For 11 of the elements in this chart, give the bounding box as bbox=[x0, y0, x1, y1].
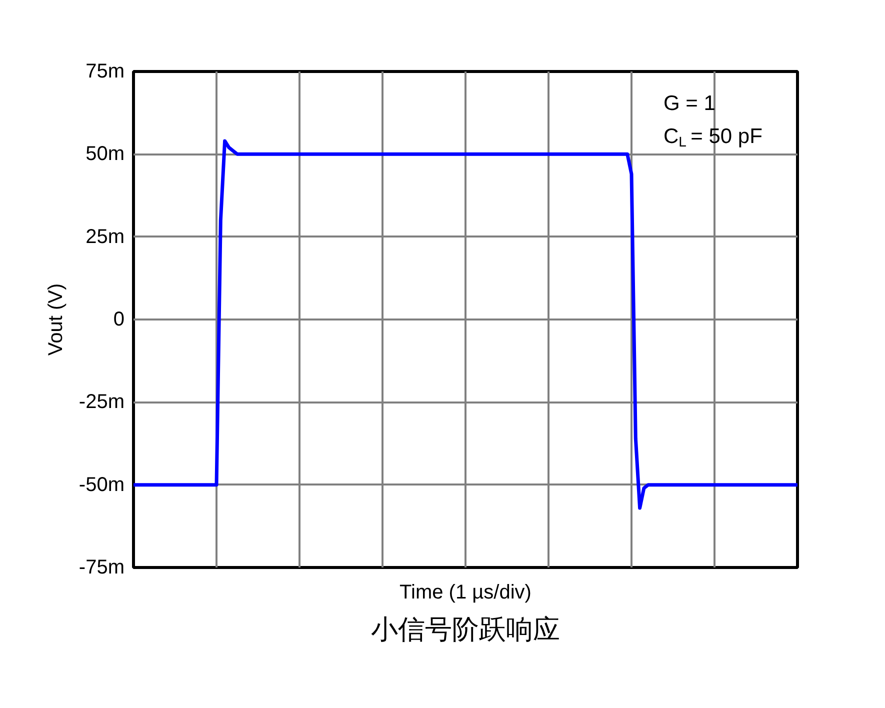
y-tick-label: -75m bbox=[78, 556, 125, 578]
y-tick-label: 25m bbox=[86, 226, 124, 248]
y-tick-label: -50m bbox=[78, 474, 125, 496]
y-axis-title: Vout (V) bbox=[44, 283, 67, 356]
annotation: G = 1 bbox=[664, 92, 716, 115]
y-tick-label: 50m bbox=[86, 143, 124, 166]
text: 小信号阶跃响应 bbox=[371, 614, 560, 644]
x-axis-title: Time (1 µs/div) bbox=[400, 582, 532, 604]
y-tick-label: -25m bbox=[78, 391, 125, 414]
y-tick-label: 0 bbox=[113, 308, 124, 330]
y-tick-label: 75m bbox=[86, 60, 124, 82]
